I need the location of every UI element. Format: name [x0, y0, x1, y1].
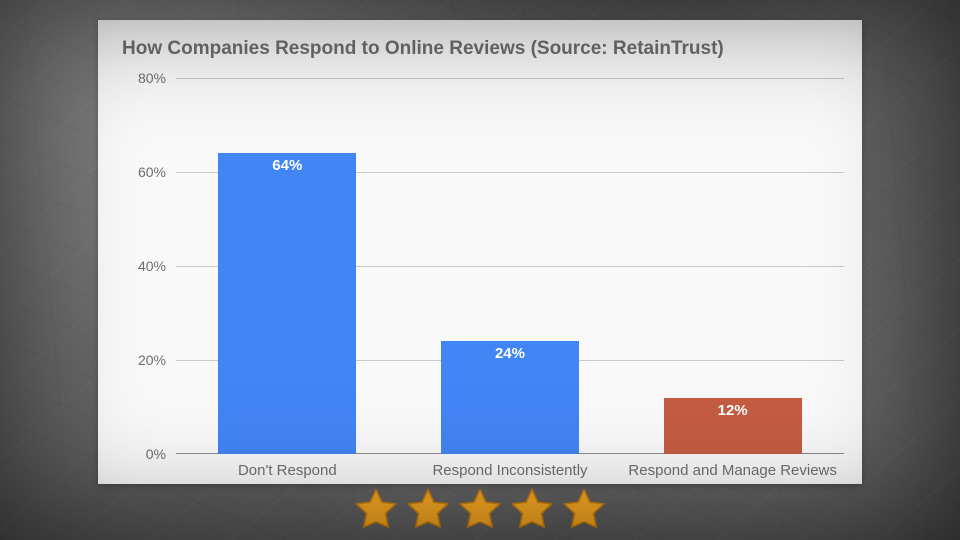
y-tick-label: 80% [138, 70, 166, 86]
star-icon [560, 486, 608, 534]
y-tick-label: 60% [138, 164, 166, 180]
plot-area: 0%20%40%60%80%64%Don't Respond24%Respond… [176, 78, 844, 454]
chart-title: How Companies Respond to Online Reviews … [122, 38, 724, 60]
star-icon [352, 486, 400, 534]
y-tick-label: 20% [138, 352, 166, 368]
star-icon [456, 486, 504, 534]
bar: 24% [441, 341, 579, 454]
gridline [176, 78, 844, 79]
bar: 12% [664, 398, 802, 454]
bar-value-label: 24% [441, 345, 579, 362]
slide-background: How Companies Respond to Online Reviews … [0, 0, 960, 540]
y-tick-label: 0% [146, 446, 166, 462]
y-tick-label: 40% [138, 258, 166, 274]
star-rating-row [352, 486, 608, 534]
star-icon [508, 486, 556, 534]
star-icon [404, 486, 452, 534]
bar-value-label: 12% [664, 402, 802, 419]
chart-card: How Companies Respond to Online Reviews … [98, 20, 862, 484]
bar-value-label: 64% [218, 157, 356, 174]
bar: 64% [218, 153, 356, 454]
x-tick-label: Don't Respond [176, 462, 399, 479]
x-tick-label: Respond Inconsistently [399, 462, 622, 479]
x-tick-label: Respond and Manage Reviews [621, 462, 844, 479]
